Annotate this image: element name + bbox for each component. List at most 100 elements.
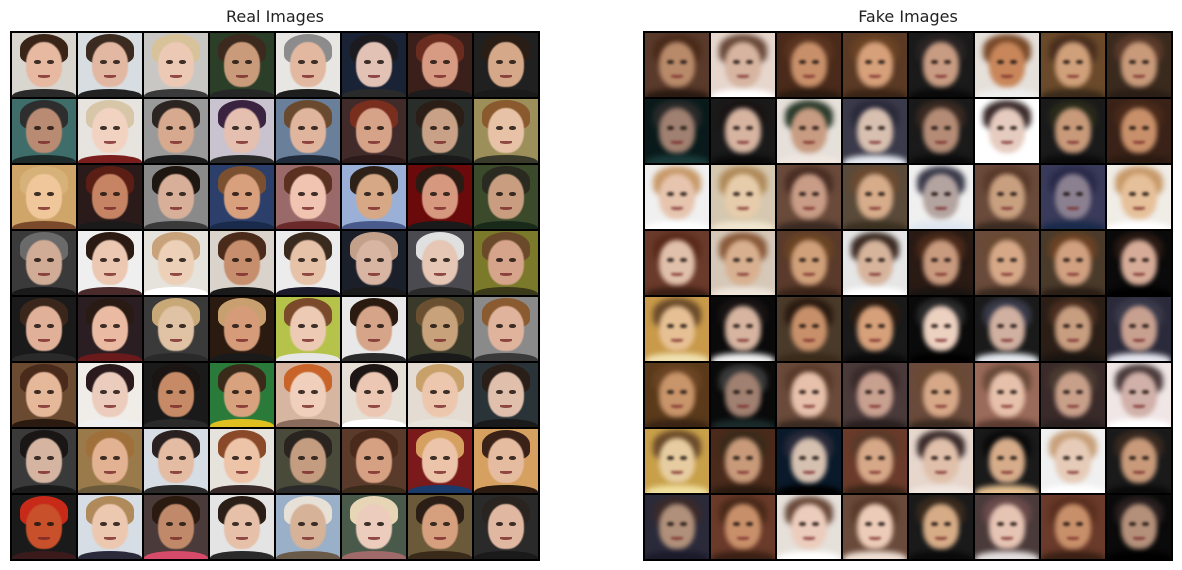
real-image-tile bbox=[144, 165, 208, 229]
fake-image-tile bbox=[975, 165, 1039, 229]
fake-image-tile bbox=[711, 297, 775, 361]
fake-images-title: Fake Images bbox=[858, 7, 958, 26]
fake-image-tile bbox=[843, 33, 907, 97]
fake-image-tile bbox=[777, 495, 841, 559]
real-image-tile bbox=[408, 363, 472, 427]
fake-image-tile bbox=[975, 297, 1039, 361]
real-image-tile bbox=[144, 363, 208, 427]
real-image-tile bbox=[276, 165, 340, 229]
real-image-tile bbox=[78, 165, 142, 229]
real-image-tile bbox=[210, 495, 274, 559]
real-image-tile bbox=[408, 165, 472, 229]
fake-image-tile bbox=[711, 363, 775, 427]
real-image-tile bbox=[210, 231, 274, 295]
real-image-tile bbox=[408, 297, 472, 361]
fake-image-tile bbox=[975, 363, 1039, 427]
real-image-tile bbox=[78, 495, 142, 559]
fake-image-tile bbox=[777, 231, 841, 295]
fake-image-tile bbox=[1041, 33, 1105, 97]
real-image-tile bbox=[474, 33, 538, 97]
fake-image-tile bbox=[909, 297, 973, 361]
real-image-tile bbox=[12, 429, 76, 493]
real-image-tile bbox=[342, 429, 406, 493]
real-image-tile bbox=[342, 165, 406, 229]
fake-image-tile bbox=[1107, 495, 1171, 559]
fake-image-tile bbox=[909, 99, 973, 163]
real-image-tile bbox=[12, 231, 76, 295]
real-image-tile bbox=[342, 363, 406, 427]
real-image-tile bbox=[474, 231, 538, 295]
real-image-tile bbox=[276, 99, 340, 163]
fake-image-tile bbox=[1041, 363, 1105, 427]
fake-image-tile bbox=[843, 165, 907, 229]
real-images-title: Real Images bbox=[225, 7, 325, 26]
fake-image-tile bbox=[1107, 33, 1171, 97]
fake-image-tile bbox=[711, 33, 775, 97]
fake-image-tile bbox=[1041, 99, 1105, 163]
real-image-tile bbox=[78, 99, 142, 163]
fake-image-tile bbox=[909, 429, 973, 493]
fake-image-tile bbox=[645, 33, 709, 97]
fake-image-tile bbox=[777, 165, 841, 229]
real-image-tile bbox=[144, 231, 208, 295]
fake-images-grid bbox=[643, 31, 1173, 561]
fake-image-tile bbox=[1041, 297, 1105, 361]
real-image-tile bbox=[12, 165, 76, 229]
fake-image-tile bbox=[843, 495, 907, 559]
real-image-tile bbox=[78, 231, 142, 295]
real-image-tile bbox=[408, 33, 472, 97]
real-image-tile bbox=[474, 165, 538, 229]
real-image-tile bbox=[474, 363, 538, 427]
real-image-tile bbox=[342, 99, 406, 163]
real-image-tile bbox=[78, 429, 142, 493]
real-image-tile bbox=[78, 33, 142, 97]
fake-image-tile bbox=[975, 99, 1039, 163]
real-image-tile bbox=[276, 429, 340, 493]
real-image-tile bbox=[276, 495, 340, 559]
fake-image-tile bbox=[975, 429, 1039, 493]
real-image-tile bbox=[78, 297, 142, 361]
fake-image-tile bbox=[711, 165, 775, 229]
fake-image-tile bbox=[909, 495, 973, 559]
real-image-tile bbox=[276, 33, 340, 97]
fake-image-tile bbox=[645, 165, 709, 229]
real-image-tile bbox=[144, 33, 208, 97]
fake-image-tile bbox=[1041, 429, 1105, 493]
fake-image-tile bbox=[777, 297, 841, 361]
fake-image-tile bbox=[645, 363, 709, 427]
fake-image-tile bbox=[1107, 231, 1171, 295]
real-image-tile bbox=[12, 33, 76, 97]
fake-image-tile bbox=[1107, 297, 1171, 361]
fake-image-tile bbox=[777, 429, 841, 493]
real-image-tile bbox=[12, 297, 76, 361]
fake-image-tile bbox=[645, 429, 709, 493]
fake-image-tile bbox=[711, 429, 775, 493]
real-image-tile bbox=[144, 297, 208, 361]
fake-image-tile bbox=[645, 495, 709, 559]
fake-image-tile bbox=[777, 33, 841, 97]
fake-image-tile bbox=[909, 231, 973, 295]
fake-image-tile bbox=[711, 99, 775, 163]
real-image-tile bbox=[276, 231, 340, 295]
real-image-tile bbox=[144, 429, 208, 493]
real-image-tile bbox=[474, 495, 538, 559]
fake-image-tile bbox=[909, 363, 973, 427]
fake-image-tile bbox=[645, 99, 709, 163]
fake-image-tile bbox=[777, 363, 841, 427]
fake-image-tile bbox=[1041, 495, 1105, 559]
fake-image-tile bbox=[645, 231, 709, 295]
real-image-tile bbox=[210, 99, 274, 163]
real-image-tile bbox=[78, 363, 142, 427]
fake-image-tile bbox=[777, 99, 841, 163]
fake-image-tile bbox=[843, 231, 907, 295]
real-image-tile bbox=[276, 363, 340, 427]
fake-image-tile bbox=[1107, 99, 1171, 163]
real-image-tile bbox=[342, 297, 406, 361]
real-image-tile bbox=[144, 99, 208, 163]
fake-image-tile bbox=[645, 297, 709, 361]
fake-image-tile bbox=[711, 495, 775, 559]
fake-image-tile bbox=[1107, 363, 1171, 427]
real-image-tile bbox=[210, 429, 274, 493]
fake-image-tile bbox=[843, 99, 907, 163]
fake-image-tile bbox=[1107, 429, 1171, 493]
